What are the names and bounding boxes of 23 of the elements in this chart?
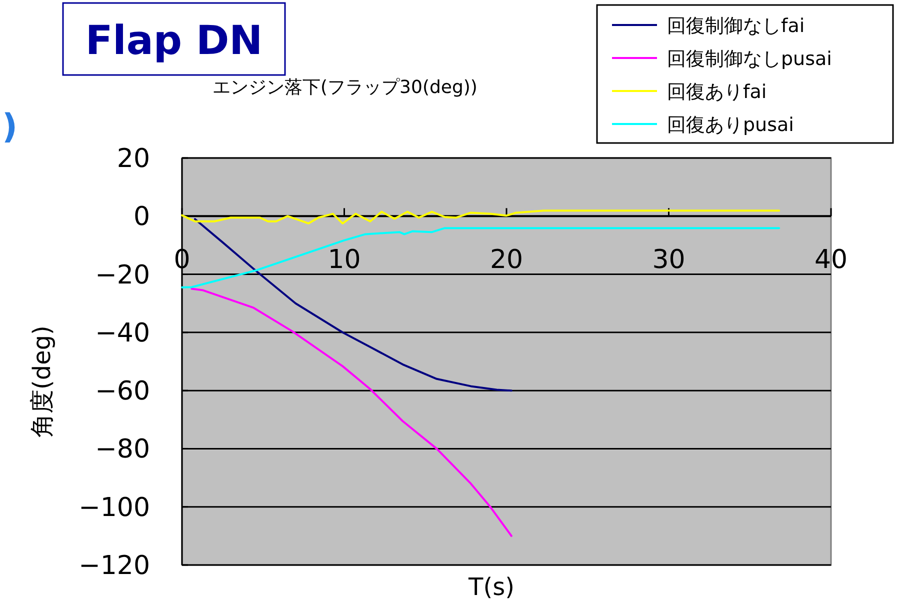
x-tick-label: 10: [328, 245, 361, 276]
y-tick-label: −80: [95, 434, 150, 465]
y-tick-label: −100: [78, 492, 150, 523]
x-tick-label: 20: [490, 245, 524, 276]
legend-label: 回復ありpusai: [667, 114, 794, 136]
y-tick-label: 20: [116, 144, 150, 174]
text: Flap DN: [85, 18, 263, 64]
line-series: [190, 288, 512, 537]
x-tick-label: 30: [652, 245, 686, 276]
legend-label: 回復制御なしfai: [667, 15, 805, 37]
x-axis-title: T(s): [468, 573, 514, 601]
y-tick-label: −20: [95, 260, 150, 290]
chart-title: エンジン落下(フラップ30(deg)): [212, 77, 478, 98]
legend-label: 回復制御なしpusai: [667, 48, 832, 70]
x-tick-label: 40: [814, 245, 848, 276]
y-tick-label: −40: [95, 318, 150, 348]
line-series: [181, 210, 780, 224]
text: ): [2, 107, 18, 147]
legend-label: 回復ありfai: [667, 81, 767, 103]
y-tick-label: 0: [133, 202, 150, 232]
y-axis-title: 角度(deg): [28, 326, 56, 438]
y-tick-label: −120: [78, 551, 150, 581]
y-tick-label: −60: [95, 376, 150, 407]
